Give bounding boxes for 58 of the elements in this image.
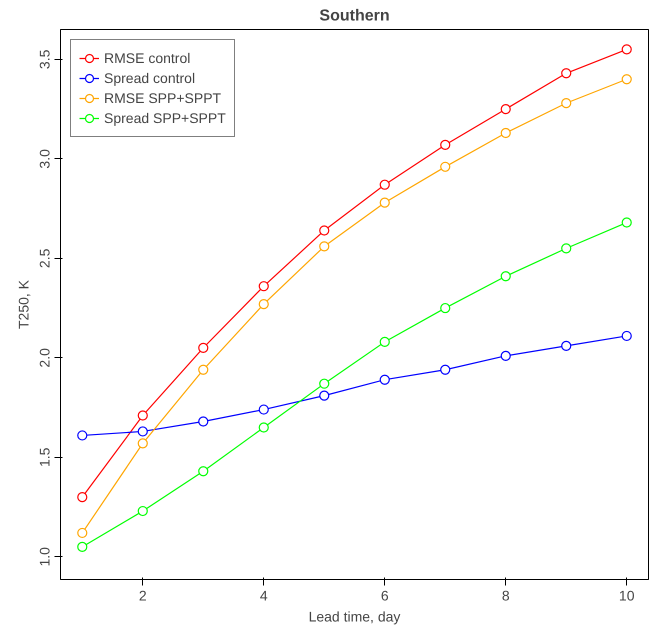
legend-label: Spread control (104, 70, 196, 86)
point (561, 68, 572, 78)
point (500, 271, 511, 282)
point (622, 217, 632, 228)
point (138, 426, 148, 437)
x-tick-label: 10 (618, 588, 635, 604)
point (380, 336, 390, 347)
y-axis-title: T250, K (16, 279, 32, 330)
chart-title: Southern (319, 8, 390, 24)
point (258, 299, 269, 310)
point (319, 225, 330, 236)
point (77, 528, 88, 538)
point (440, 302, 450, 314)
y-tick-label: 1.5 (36, 447, 52, 468)
point (77, 542, 88, 552)
point (319, 241, 330, 252)
x-axis-title: Lead time, day (308, 608, 400, 624)
point (440, 162, 450, 172)
point (561, 243, 572, 254)
point (380, 198, 390, 208)
point (622, 330, 632, 342)
point (319, 390, 330, 401)
point (198, 466, 208, 476)
x-tick-label: 6 (380, 588, 389, 604)
point (561, 98, 572, 108)
point (258, 404, 269, 415)
point (77, 492, 88, 502)
legend-label: Spread SPP+SPPT (104, 110, 226, 126)
point (138, 410, 148, 421)
x-tick-label: 8 (502, 588, 510, 604)
y-tick-label: 3.5 (36, 49, 52, 70)
point (500, 104, 511, 114)
legend-label: RMSE SPP+SPPT (104, 90, 222, 106)
x-tick-label: 2 (138, 588, 147, 604)
point (622, 74, 632, 84)
point (258, 422, 269, 433)
point (500, 350, 511, 361)
point (622, 44, 632, 54)
point (440, 140, 450, 150)
point (198, 342, 208, 353)
point (440, 364, 450, 375)
y-tick-label: 2.0 (36, 348, 52, 368)
point (198, 416, 208, 427)
point (138, 506, 148, 516)
point (138, 438, 148, 448)
legend-label: RMSE control (104, 50, 190, 66)
point (77, 430, 88, 441)
point (380, 374, 390, 385)
point (561, 340, 572, 351)
point (380, 180, 390, 190)
y-tick-label: 1.0 (36, 546, 52, 567)
y-tick-label: 2.5 (36, 248, 52, 268)
x-tick-label: 4 (260, 588, 268, 604)
point (198, 364, 208, 375)
point (319, 378, 330, 389)
point (500, 128, 511, 138)
y-tick-label: 3.0 (36, 148, 52, 169)
point (258, 281, 269, 292)
